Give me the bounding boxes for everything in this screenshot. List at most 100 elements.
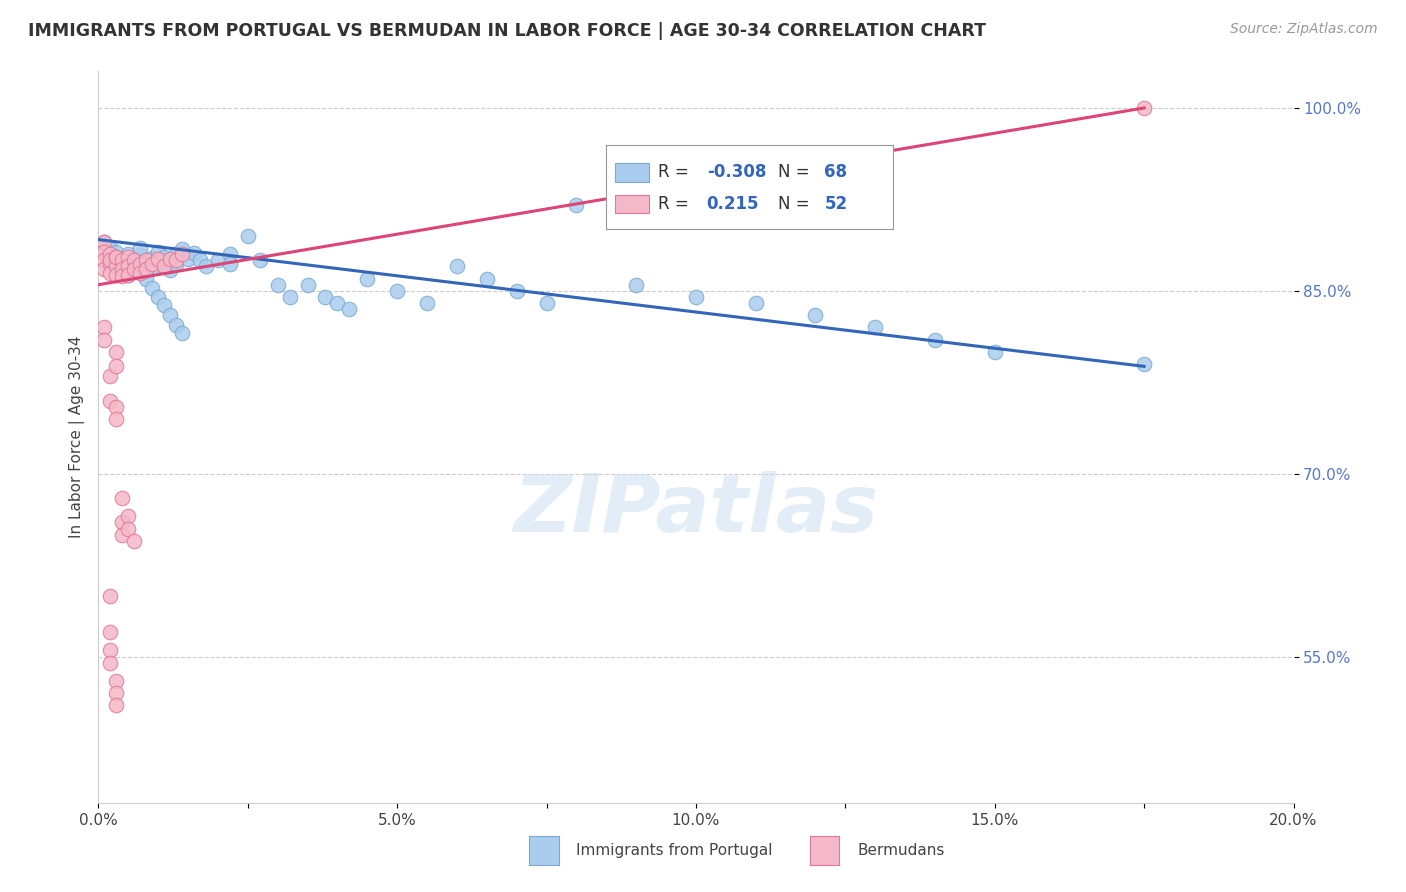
Point (98, 241, 122, 255)
Point (745, 296, 768, 310)
Point (141, 281, 163, 295)
Point (236, 228, 259, 243)
Point (135, 253, 157, 268)
Point (219, 247, 242, 261)
Point (159, 263, 181, 277)
Point (98, 393, 122, 408)
Point (111, 261, 134, 276)
Point (148, 252, 170, 266)
Point (93, 244, 115, 259)
Point (148, 254, 170, 268)
Point (129, 266, 152, 280)
Point (124, 261, 146, 276)
Point (165, 318, 187, 332)
Text: Source: ZipAtlas.com: Source: ZipAtlas.com (1230, 22, 1378, 37)
Point (111, 252, 134, 266)
Point (98, 247, 122, 261)
Point (98, 643, 122, 657)
Point (98, 625, 122, 640)
Point (98, 266, 122, 280)
Point (129, 241, 152, 255)
Point (98, 656, 122, 670)
Point (117, 268, 139, 282)
Point (117, 521, 139, 535)
Point (249, 253, 271, 268)
Point (105, 673, 128, 688)
Point (124, 253, 146, 268)
Point (339, 302, 361, 317)
Point (865, 320, 887, 334)
Point (105, 412, 128, 426)
Point (124, 533, 146, 548)
Point (93, 253, 115, 268)
Point (565, 198, 588, 212)
Text: ZIPatlas: ZIPatlas (513, 471, 879, 549)
Point (129, 258, 152, 272)
Point (165, 253, 187, 268)
Point (105, 344, 128, 359)
Point (93, 235, 115, 249)
Point (105, 400, 128, 414)
Point (93, 247, 115, 261)
Point (984, 344, 1007, 359)
Point (93, 333, 115, 347)
Point (105, 250, 128, 264)
Point (105, 260, 128, 274)
Point (141, 260, 163, 275)
Point (105, 686, 128, 700)
Point (105, 250, 128, 264)
Point (267, 277, 290, 292)
Point (105, 359, 128, 374)
Point (159, 252, 181, 266)
Point (148, 290, 170, 304)
Point (117, 260, 139, 274)
Point (148, 244, 170, 259)
Point (105, 268, 128, 282)
Point (165, 247, 187, 261)
Point (129, 248, 152, 262)
Point (135, 271, 157, 285)
Point (315, 290, 337, 304)
Point (105, 250, 128, 264)
Point (172, 326, 194, 341)
Point (117, 509, 139, 524)
Point (385, 284, 409, 298)
Text: Bermudans: Bermudans (858, 843, 945, 858)
Point (141, 251, 163, 265)
Point (416, 296, 439, 310)
Point (98, 589, 122, 603)
Point (326, 296, 349, 310)
Point (446, 260, 468, 274)
Y-axis label: In Labor Force | Age 30-34: In Labor Force | Age 30-34 (69, 335, 84, 539)
Point (111, 261, 134, 276)
Point (1133, 357, 1156, 371)
Point (626, 277, 648, 292)
Point (98, 369, 122, 384)
Point (105, 260, 128, 274)
Point (124, 261, 146, 276)
Point (475, 271, 498, 285)
Point (135, 261, 157, 276)
Point (98, 253, 122, 268)
Point (105, 244, 128, 259)
Point (141, 257, 163, 271)
Point (117, 268, 139, 282)
Point (135, 256, 157, 270)
Point (124, 253, 146, 268)
Point (172, 243, 194, 257)
Point (153, 250, 176, 264)
Point (506, 284, 529, 298)
Point (172, 247, 194, 261)
Point (165, 257, 187, 271)
Text: Immigrants from Portugal: Immigrants from Portugal (576, 843, 773, 858)
Point (159, 308, 181, 322)
Point (117, 247, 139, 261)
Point (1133, 101, 1156, 115)
Point (188, 253, 211, 268)
Point (356, 271, 378, 285)
Point (135, 264, 157, 278)
Point (93, 320, 115, 334)
Point (153, 260, 176, 274)
Point (129, 257, 152, 271)
Point (195, 260, 218, 274)
